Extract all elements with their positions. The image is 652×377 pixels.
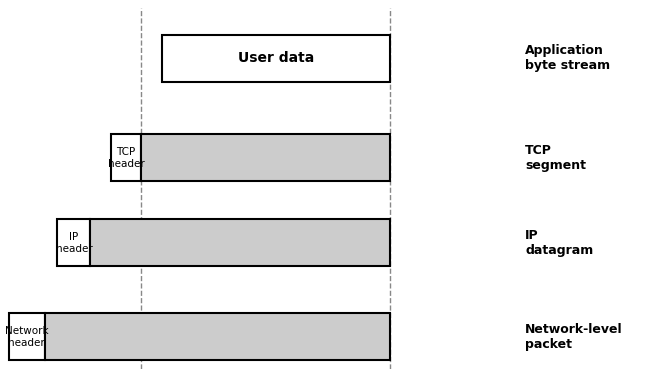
Text: Network-level
packet: Network-level packet	[526, 323, 623, 351]
Bar	[111, 134, 141, 181]
Text: IP
header: IP header	[55, 232, 93, 254]
Bar	[162, 35, 391, 82]
Bar	[9, 313, 44, 360]
Bar	[91, 219, 391, 266]
Text: IP
datagram: IP datagram	[526, 229, 593, 257]
Text: User data: User data	[238, 51, 314, 65]
Bar	[141, 134, 391, 181]
Bar	[44, 313, 391, 360]
Bar	[57, 219, 91, 266]
Text: TCP
segment: TCP segment	[526, 144, 586, 172]
Text: Network
header: Network header	[5, 326, 49, 348]
Text: TCP
header: TCP header	[108, 147, 144, 169]
Text: Application
byte stream: Application byte stream	[526, 44, 610, 72]
